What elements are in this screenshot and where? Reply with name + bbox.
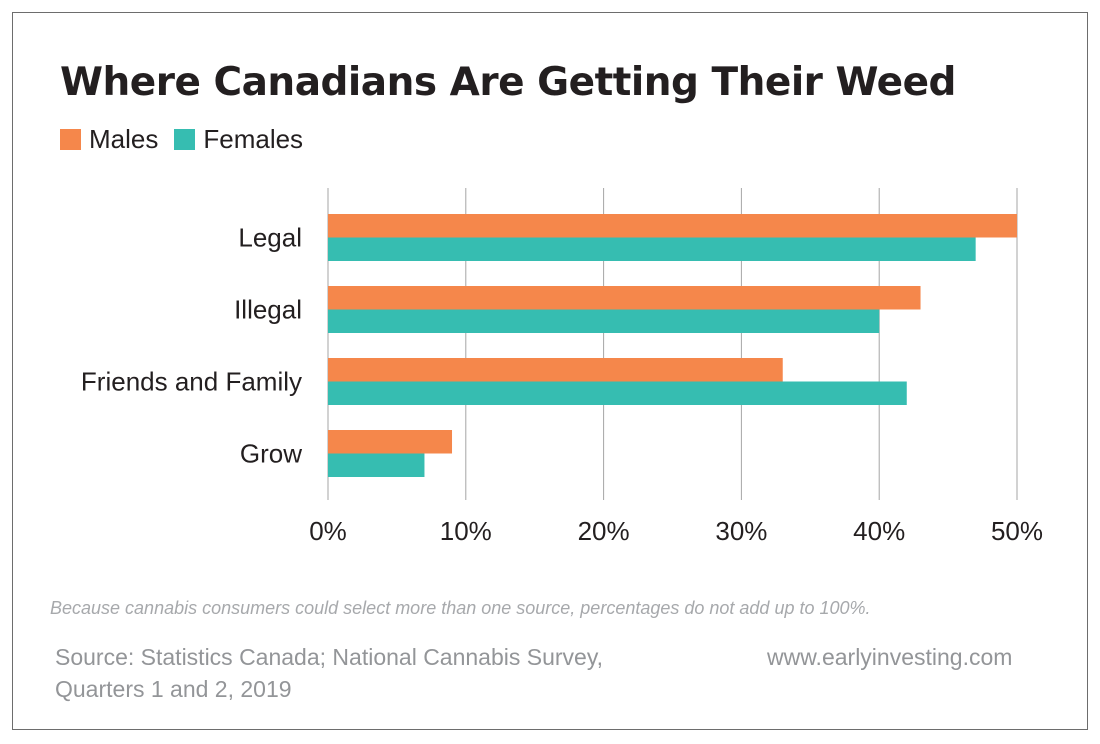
source-line-1: Source: Statistics Canada; National Cann…: [55, 644, 604, 670]
legend-label-males: Males: [89, 124, 159, 154]
legend-swatch-males: [60, 129, 81, 150]
category-label: Grow: [240, 439, 302, 469]
x-tick-label: 40%: [853, 516, 905, 546]
bar-males-illegal: [328, 286, 921, 310]
legend-item-males: Males: [60, 124, 158, 155]
chart-title: Where Canadians Are Getting Their Weed: [60, 60, 956, 105]
website-credit: www.earlyinvesting.com: [767, 644, 1013, 670]
legend: Males Females: [60, 124, 319, 155]
x-tick-label: 0%: [309, 516, 347, 546]
footnote: Because cannabis consumers could select …: [50, 598, 871, 618]
bar-females-illegal: [328, 309, 880, 333]
x-tick-label: 50%: [991, 516, 1043, 546]
x-tick-label: 10%: [440, 516, 492, 546]
source-credit: Source: Statistics Canada; National Cann…: [55, 641, 603, 705]
x-tick-label: 30%: [715, 516, 767, 546]
bar-males-friends-and-family: [328, 358, 783, 382]
legend-label-females: Females: [203, 124, 304, 154]
bar-males-legal: [328, 214, 1017, 238]
bar-males-grow: [328, 430, 453, 454]
chart-frame: [12, 12, 1088, 730]
bar-females-grow: [328, 453, 425, 477]
legend-item-females: Females: [174, 124, 303, 155]
legend-swatch-females: [174, 129, 196, 150]
category-label: Friends and Family: [81, 367, 302, 397]
bar-females-legal: [328, 237, 976, 261]
category-label: Legal: [238, 223, 302, 253]
source-line-2: Quarters 1 and 2, 2019: [55, 676, 292, 702]
category-label: Illegal: [234, 295, 302, 325]
bar-females-friends-and-family: [328, 381, 907, 405]
x-tick-label: 20%: [578, 516, 630, 546]
